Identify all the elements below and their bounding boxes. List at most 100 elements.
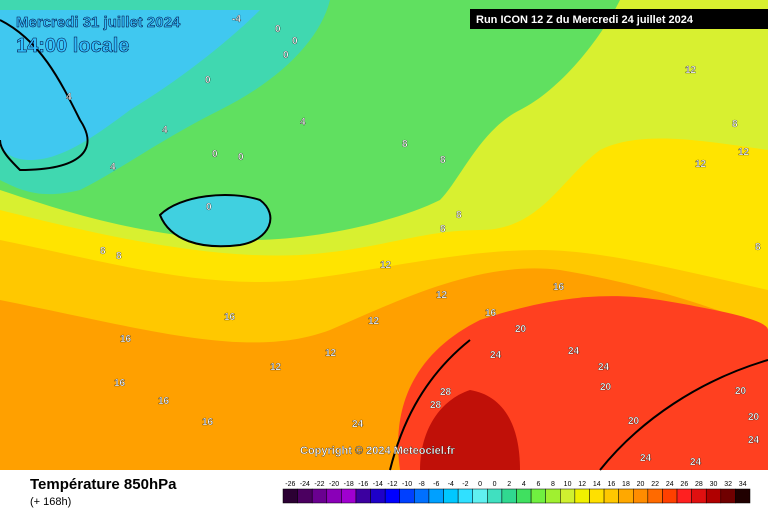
contour-label: 8: [732, 119, 738, 130]
contour-label: 0: [283, 50, 289, 61]
legend-swatch: [297, 488, 313, 504]
legend-swatch: [428, 488, 444, 504]
legend-swatch: [399, 488, 415, 504]
legend-label: 16: [607, 481, 615, 488]
legend-swatch: [603, 488, 619, 504]
legend: -26 -24 -22 -20 -18 -16 -14 -12 -10 -8 -6 -4 -2 0 0 2 4 6…: [282, 481, 751, 504]
legend-swatch: [618, 488, 634, 504]
contour-label: 4: [162, 125, 168, 136]
legend-label: -4: [448, 481, 454, 488]
zone-cold-2: [160, 195, 271, 247]
legend-swatch: [545, 488, 561, 504]
legend-swatch: [355, 488, 371, 504]
contour-label: 12: [436, 290, 448, 301]
legend-swatch: [457, 488, 473, 504]
legend-label: -26: [285, 481, 295, 488]
legend-label: 22: [651, 481, 659, 488]
legend-swatch: [341, 488, 357, 504]
legend-swatch: [589, 488, 605, 504]
legend-label: 8: [551, 481, 555, 488]
contour-label: 24: [748, 435, 760, 446]
legend-label: 28: [695, 481, 703, 488]
coastline: [389, 339, 768, 471]
legend-swatch: [647, 488, 663, 504]
zone-cold: [0, 10, 260, 160]
contour-label: 24: [352, 419, 364, 430]
legend-swatch: [516, 488, 532, 504]
legend-label: -24: [300, 481, 310, 488]
legend-swatch: [384, 488, 400, 504]
legend-swatch: [370, 488, 386, 504]
contour-label: 12: [325, 348, 337, 359]
legend-label: -12: [387, 481, 397, 488]
zone-28: [420, 390, 520, 470]
contour-label: 8: [456, 210, 462, 221]
contour-label: 8: [440, 224, 446, 235]
legend-label: -2: [462, 481, 468, 488]
legend-label: 34: [739, 481, 747, 488]
legend-swatch: [705, 488, 722, 504]
legend-swatch: [662, 488, 678, 504]
legend-label: 0: [493, 481, 497, 488]
legend-swatch: [443, 488, 459, 504]
legend-swatch: [560, 488, 576, 504]
legend-label: -8: [419, 481, 425, 488]
run-box: [470, 9, 768, 29]
legend-swatch: [735, 488, 751, 504]
contour-label: 20: [735, 386, 747, 397]
legend-label: 0: [478, 481, 482, 488]
contour-label: 12: [270, 362, 282, 373]
footer-title: Température 850hPa: [30, 476, 177, 493]
legend-label: 2: [507, 481, 511, 488]
contour-label: 24: [640, 453, 652, 464]
legend-label: 14: [593, 481, 601, 488]
contour-label: 4: [66, 92, 72, 103]
legend-swatch: [633, 488, 649, 504]
contour-label: 8: [440, 155, 446, 166]
legend-swatch: [282, 488, 298, 504]
contour-label: 0: [206, 202, 212, 213]
coastline: [158, 194, 272, 248]
contour-label: 16: [114, 378, 126, 389]
legend-label: 32: [724, 481, 732, 488]
legend-label: 26: [680, 481, 688, 488]
copyright: Copyright © 2024 Meteociel.fr: [300, 445, 456, 457]
contour-label: 8: [100, 246, 106, 257]
contour-label: 0: [292, 36, 298, 47]
contour-label: 24: [490, 350, 502, 361]
legend-label: 24: [666, 481, 674, 488]
legend-label: -14: [373, 481, 383, 488]
footer-lead: (+ 168h): [30, 496, 71, 508]
legend-swatch: [530, 488, 546, 504]
contour-label: 12: [685, 65, 697, 76]
contour-label: 24: [568, 346, 580, 357]
contour-label: 28: [430, 400, 442, 411]
contour-label: 20: [628, 416, 640, 427]
contour-label: 0: [275, 24, 281, 35]
legend-swatch: [501, 488, 517, 504]
contour-label: 20: [600, 382, 612, 393]
contour-label: -4: [232, 14, 241, 25]
legend-swatch: [676, 488, 692, 504]
contour-label: 12: [368, 316, 380, 327]
contour-label: 0: [212, 149, 218, 160]
contour-label: 8: [402, 139, 408, 150]
legend-label: -10: [402, 481, 412, 488]
legend-label: -16: [358, 481, 368, 488]
run: Run ICON 12 Z du Mercredi 24 juillet 202…: [476, 14, 694, 26]
legend-swatch: [472, 488, 488, 504]
contour-label: 16: [224, 312, 236, 323]
contour-label: 24: [598, 362, 610, 373]
legend-label: -22: [314, 481, 324, 488]
legend-swatch: [720, 488, 736, 504]
legend-label: 30: [710, 481, 718, 488]
contour-label: 20: [748, 412, 760, 423]
legend-label: -20: [329, 481, 339, 488]
legend-label: -18: [344, 481, 354, 488]
contour-label: 4: [110, 162, 116, 173]
contour-label: 8: [116, 251, 122, 262]
legend-label: 12: [578, 481, 586, 488]
